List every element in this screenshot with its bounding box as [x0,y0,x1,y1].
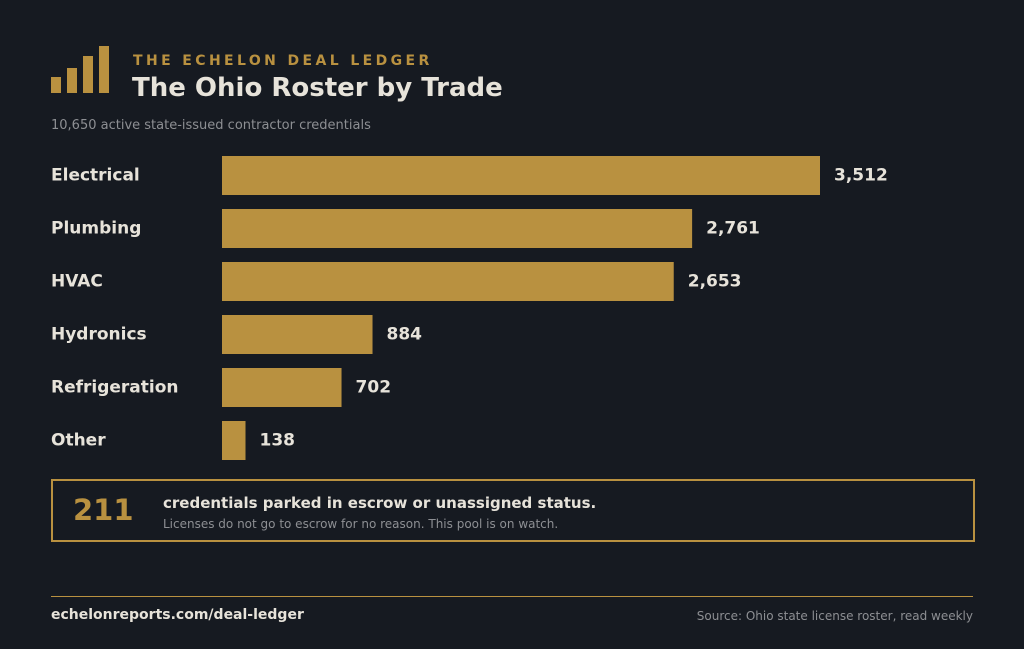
bar-plumbing [222,209,693,248]
value-label-plumbing: 2,761 [706,219,760,239]
bar-chart-logo-icon [51,46,109,93]
category-label-other: Other [51,431,106,451]
publication-kicker: THE ECHELON DEAL LEDGER [133,53,433,69]
category-label-hydronics: Hydronics [51,325,147,345]
value-label-hvac: 2,653 [688,272,742,292]
footer-source-note: Source: Ohio state license roster, read … [696,609,973,623]
bar-hydronics [222,315,373,354]
footer-url-link[interactable]: echelonreports.com/deal-ledger [51,607,304,623]
category-label-plumbing: Plumbing [51,219,141,239]
category-label-hvac: HVAC [51,272,103,292]
page-subtitle: 10,650 active state-issued contractor cr… [51,118,371,133]
page-title: The Ohio Roster by Trade [132,73,503,103]
value-label-hydronics: 884 [387,325,423,345]
bar-refrigeration [222,368,342,407]
category-label-electrical: Electrical [51,166,140,186]
bar-other [222,421,246,460]
bar-electrical [222,156,820,195]
bar-hvac [222,262,674,301]
value-label-refrigeration: 702 [356,378,392,398]
category-label-refrigeration: Refrigeration [51,378,179,398]
callout-headline: credentials parked in escrow or unassign… [163,494,597,512]
value-label-electrical: 3,512 [834,166,888,186]
footer-divider [51,596,973,597]
callout-number: 211 [73,493,134,527]
value-label-other: 138 [259,431,295,451]
escrow-callout-box: 211 credentials parked in escrow or unas… [51,479,975,542]
callout-note: Licenses do not go to escrow for no reas… [163,517,559,531]
